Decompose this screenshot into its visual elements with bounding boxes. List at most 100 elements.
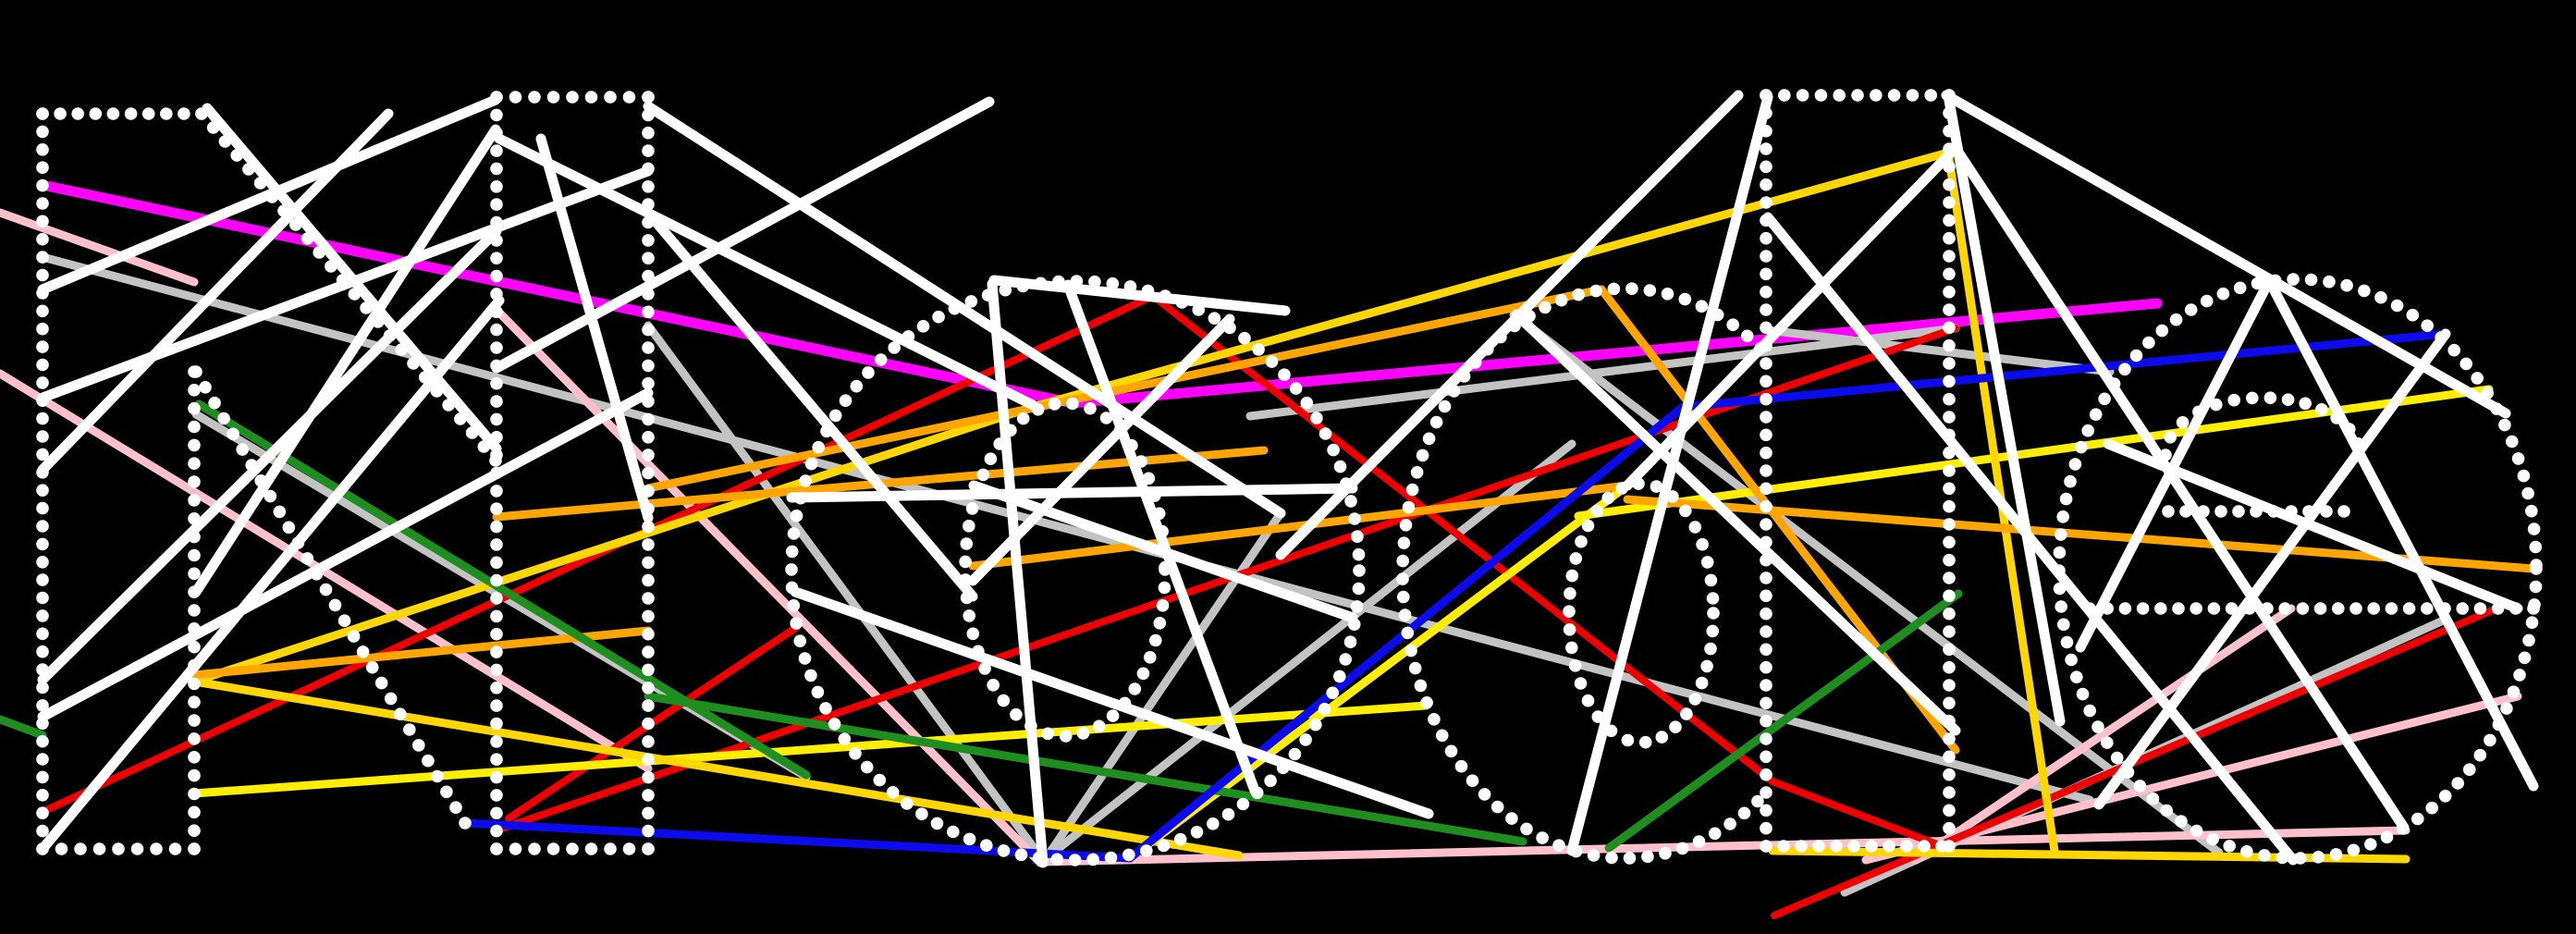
chord-line-white <box>790 586 1434 819</box>
outline-dot <box>932 310 945 324</box>
chord-line-pink <box>1911 604 2296 865</box>
outline-dot <box>1581 519 1595 533</box>
outline-dot <box>1569 844 1583 858</box>
outline-dot <box>1468 356 1482 369</box>
outline-dot <box>1396 572 1409 585</box>
outline-dot <box>477 440 491 453</box>
outline-dot <box>36 232 49 246</box>
outline-dot <box>1760 124 1773 138</box>
outline-dot <box>319 583 333 596</box>
outline-dot <box>1943 124 1956 138</box>
outline-dot <box>2133 780 2147 793</box>
chord-line-red <box>39 292 1157 816</box>
outline-dot <box>2118 363 2131 376</box>
outline-dot <box>208 396 221 410</box>
outline-dot <box>2162 505 2175 518</box>
outline-dot <box>1159 560 1171 574</box>
outline-dot <box>2484 733 2496 747</box>
outline-dot <box>2192 405 2205 419</box>
outline-dot <box>2435 331 2447 344</box>
outline-dot <box>1760 518 1773 531</box>
outline-dot <box>2136 602 2150 615</box>
outline-dot <box>642 252 655 265</box>
outline-dot <box>178 107 190 120</box>
chord-line-white <box>2103 438 2523 614</box>
outline-dot <box>2070 670 2083 683</box>
outline-dot <box>490 359 503 373</box>
outline-dot <box>36 322 49 336</box>
outline-dot <box>490 412 503 426</box>
outline-dot <box>787 527 801 540</box>
outline-dot <box>124 107 138 120</box>
outline-dot <box>1401 626 1415 640</box>
outline-dot <box>1252 343 1265 356</box>
chord-line-red <box>1149 292 1776 785</box>
outline-dot <box>412 739 425 752</box>
chord-line-pink <box>1038 826 2410 866</box>
outline-dot <box>2337 505 2350 518</box>
outline-dot <box>2175 815 2188 828</box>
outline-dot <box>1760 821 1773 835</box>
outline-dot <box>2159 449 2172 461</box>
outline-dot <box>642 789 655 802</box>
outline-dot <box>1883 840 1895 853</box>
outline-dot <box>642 520 655 534</box>
outline-dot <box>2261 602 2274 615</box>
outline-dot <box>2091 720 2104 733</box>
outline-dot <box>993 437 1006 450</box>
outline-dot <box>1943 338 1956 352</box>
outline-dot <box>2075 440 2088 454</box>
outline-dot <box>36 520 49 533</box>
outline-dot <box>959 555 972 569</box>
outline-dot <box>1564 587 1576 600</box>
outline-dot <box>188 768 201 782</box>
outline-dot <box>1435 729 1449 743</box>
outline-dot <box>1565 641 1578 655</box>
outline-dot <box>1352 547 1366 561</box>
outline-dot <box>2121 766 2135 779</box>
outline-dot <box>1695 676 1709 690</box>
outline-dot <box>2179 505 2192 518</box>
outline-dot <box>1447 385 1461 398</box>
outline-dot <box>36 717 49 731</box>
outline-dot <box>2081 424 2094 437</box>
outline-dot <box>289 218 302 231</box>
outline-dot <box>188 787 201 801</box>
outline-dot <box>1264 774 1277 788</box>
outline-dot <box>1505 812 1518 825</box>
outline-dot <box>849 747 862 760</box>
outline-dot <box>873 773 887 787</box>
outline-dot <box>999 283 1012 297</box>
chord-line-green <box>1604 589 1963 853</box>
outline-dot <box>1655 731 1669 744</box>
outline-dot <box>2059 492 2073 506</box>
outline-dot <box>459 817 472 830</box>
outline-dot <box>1688 693 1702 706</box>
outline-dot <box>490 502 503 515</box>
outline-dot <box>2083 704 2096 718</box>
outline-dot <box>1760 482 1773 496</box>
outline-dot <box>360 301 373 314</box>
outline-dot <box>886 786 900 799</box>
outline-dot <box>490 573 503 587</box>
outline-dot <box>188 438 201 452</box>
outline-dot <box>490 592 503 605</box>
outline-dot <box>1943 214 1956 227</box>
outline-dot <box>622 91 636 104</box>
chord-line-green <box>644 692 1527 846</box>
outline-dot <box>2402 602 2416 615</box>
outline-dot <box>1943 553 1956 567</box>
outline-dot <box>2509 602 2522 615</box>
outline-dot <box>2525 616 2539 629</box>
outline-dot <box>36 448 49 461</box>
letter-d-outline <box>1563 477 1720 749</box>
outline-dot <box>785 563 798 576</box>
outline-dot <box>2529 540 2543 554</box>
outline-dot <box>36 125 49 139</box>
outline-dot <box>490 91 503 104</box>
outline-dot <box>2320 505 2333 518</box>
outline-dot <box>1679 504 1692 518</box>
outline-dot <box>642 735 655 748</box>
outline-dot <box>963 832 976 846</box>
